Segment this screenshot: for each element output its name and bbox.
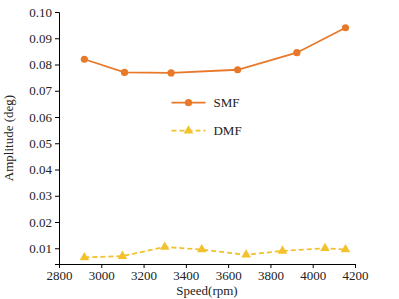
y-tick: 0.10 xyxy=(29,5,59,20)
y-tick-mark xyxy=(55,222,59,223)
y-tick: 0.06 xyxy=(29,110,59,125)
x-tick: 4200 xyxy=(343,264,369,283)
series-line xyxy=(84,28,345,73)
legend-marker xyxy=(185,99,192,106)
y-tick-label: 0.04 xyxy=(29,162,52,177)
y-axis-title: Amplitude (deg) xyxy=(1,95,16,181)
y-tick-mark xyxy=(55,91,59,92)
y-tick-mark xyxy=(55,117,59,118)
x-tick-label: 3400 xyxy=(173,268,199,283)
y-tick: 0.01 xyxy=(29,241,59,256)
x-tick-label: 4000 xyxy=(300,268,326,283)
y-tick-mark xyxy=(55,38,59,39)
x-tick-label: 3800 xyxy=(258,268,284,283)
series-marker xyxy=(320,243,330,251)
series-marker xyxy=(293,49,300,56)
x-tick: 2800 xyxy=(47,264,73,283)
y-tick: 0.02 xyxy=(29,215,59,230)
y-tick: 0.04 xyxy=(29,162,59,177)
series-marker xyxy=(342,24,349,31)
y-tick-mark xyxy=(55,12,59,13)
y-tick-label: 0.07 xyxy=(29,83,52,98)
y-axis: 0.01 0.02 0.03 0.04 0.05 0.06 0.07 0.08 0.09 0.10 xyxy=(29,5,59,265)
legend-label: SMF xyxy=(213,95,239,110)
y-tick-label: 0.02 xyxy=(29,215,52,230)
y-tick-mark xyxy=(55,143,59,144)
y-tick-label: 0.08 xyxy=(29,57,52,72)
legend-item: SMF xyxy=(171,95,239,110)
y-tick-label: 0.09 xyxy=(29,31,52,46)
x-tick-label: 4200 xyxy=(343,268,369,283)
series-marker xyxy=(81,56,88,63)
series-marker xyxy=(167,69,174,76)
plot-area xyxy=(80,24,351,260)
y-tick-label: 0.01 xyxy=(29,241,52,256)
chart: 2800 3000 3200 3400 3600 3800 4000 4200 0.01 0.02… xyxy=(0,0,399,299)
y-tick-mark xyxy=(55,196,59,197)
x-tick: 3000 xyxy=(89,264,115,283)
x-tick-label: 3000 xyxy=(89,268,115,283)
x-tick-label: 3200 xyxy=(131,268,157,283)
series-marker xyxy=(121,69,128,76)
y-tick-label: 0.10 xyxy=(29,5,52,20)
y-tick-label: 0.05 xyxy=(29,136,52,151)
x-tick-label: 3600 xyxy=(216,268,242,283)
legend-marker xyxy=(184,125,194,133)
y-axis-line xyxy=(55,13,60,265)
x-tick: 3800 xyxy=(258,264,284,283)
y-tick: 0.07 xyxy=(29,83,59,98)
x-tick-label: 2800 xyxy=(47,268,73,283)
y-tick-mark xyxy=(55,248,59,249)
y-tick-mark xyxy=(55,170,59,171)
x-tick: 3400 xyxy=(173,264,199,283)
y-tick: 0.05 xyxy=(29,136,59,151)
y-tick: 0.08 xyxy=(29,57,59,72)
y-tick-mark xyxy=(55,65,59,66)
series-marker xyxy=(234,66,241,73)
x-axis: 2800 3000 3200 3400 3600 3800 4000 4200 xyxy=(47,264,369,283)
x-tick: 4000 xyxy=(300,264,326,283)
legend: SMF DMF xyxy=(171,95,241,138)
x-tick: 3200 xyxy=(131,264,157,283)
y-tick: 0.09 xyxy=(29,31,59,46)
series-marker xyxy=(341,244,351,252)
y-tick-label: 0.06 xyxy=(29,110,52,125)
legend-item: DMF xyxy=(171,123,241,138)
y-tick-label: 0.03 xyxy=(29,188,52,203)
x-axis-title: Speed(rpm) xyxy=(176,283,237,298)
series-marker xyxy=(80,252,90,260)
series-marker xyxy=(241,249,251,257)
series-marker xyxy=(118,251,128,259)
legend-label: DMF xyxy=(213,123,241,138)
x-tick: 3600 xyxy=(216,264,242,283)
series-marker xyxy=(278,245,288,253)
y-tick: 0.03 xyxy=(29,188,59,203)
series-marker xyxy=(160,241,170,249)
series-marker xyxy=(197,244,207,252)
